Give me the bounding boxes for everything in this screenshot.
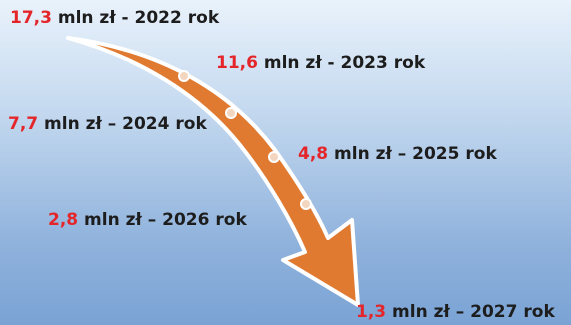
text-2023: mln zł - 2023 rok	[257, 53, 426, 73]
value-2022: 17,3	[10, 8, 52, 28]
text-2027: mln zł – 2027 rok	[386, 302, 555, 322]
milestone-dot-2023	[178, 70, 190, 82]
milestone-dot-2024	[225, 107, 237, 119]
value-2027: 1,3	[356, 302, 387, 322]
value-2025: 4,8	[298, 144, 329, 164]
value-2023: 11,6	[216, 53, 258, 73]
milestone-dot-2025	[268, 151, 280, 163]
label-2027: 1,3 mln zł – 2027 rok	[356, 302, 555, 322]
label-2022: 17,3 mln zł - 2022 rok	[10, 8, 219, 28]
label-2026: 2,8 mln zł – 2026 rok	[48, 210, 247, 230]
value-2026: 2,8	[48, 210, 79, 230]
milestone-dot-2026	[300, 198, 312, 210]
text-2025: mln zł – 2025 rok	[328, 144, 497, 164]
arrow-shape	[66, 36, 360, 307]
label-2025: 4,8 mln zł – 2025 rok	[298, 144, 497, 164]
text-2022: mln zł - 2022 rok	[51, 8, 220, 28]
text-2024: mln zł – 2024 rok	[38, 114, 207, 134]
value-2024: 7,7	[8, 114, 39, 134]
text-2026: mln zł – 2026 rok	[78, 210, 247, 230]
label-2024: 7,7 mln zł – 2024 rok	[8, 114, 207, 134]
label-2023: 11,6 mln zł - 2023 rok	[216, 53, 425, 73]
